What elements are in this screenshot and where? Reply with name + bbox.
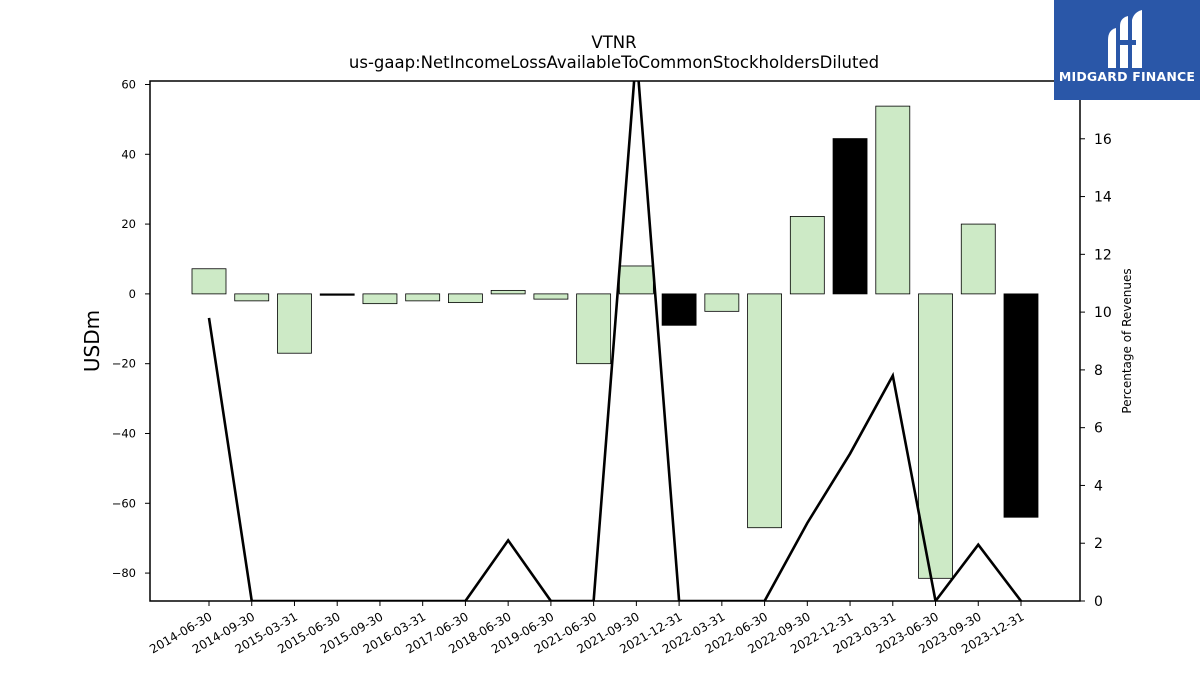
y-axis-right: 0 2 4 6 8 10 12 14 16 <box>1080 132 1112 610</box>
bar <box>918 293 953 579</box>
midgard-finance-logo: MIDGARD FINANCE <box>1054 0 1200 100</box>
y2-tick-label: 2 <box>1094 536 1103 552</box>
bar <box>1003 293 1039 518</box>
y2-tick-label: 4 <box>1094 478 1103 494</box>
bar <box>405 293 441 302</box>
bar <box>618 265 654 295</box>
bar <box>191 268 227 295</box>
x-axis: 2014-06-302014-09-302015-03-312015-06-30… <box>147 601 1027 656</box>
y2-tick-label: 10 <box>1094 305 1112 321</box>
chart-title: VTNR <box>591 33 636 52</box>
bar <box>704 293 740 312</box>
y-tick-label: −60 <box>112 496 136 510</box>
y-tick-label: 0 <box>129 287 136 301</box>
bar <box>789 216 825 295</box>
plot-frame <box>149 80 1081 602</box>
bar <box>747 293 782 529</box>
y2-tick-label: 8 <box>1094 363 1103 379</box>
bar <box>576 293 612 365</box>
bar <box>533 293 569 300</box>
line-series <box>207 81 1023 601</box>
bar <box>661 293 697 326</box>
y-tick-label: −80 <box>112 566 136 580</box>
bar <box>875 105 911 295</box>
y-tick-label: −40 <box>112 426 136 440</box>
bar <box>319 293 355 296</box>
bar <box>234 293 270 302</box>
y-axis-left: 60 40 20 0 −20 −40 −60 −80 <box>112 77 150 580</box>
bar <box>832 138 868 295</box>
series-line <box>207 81 1023 601</box>
bar-series <box>191 105 1039 579</box>
y2-tick-label: 12 <box>1094 247 1112 263</box>
y-tick-label: 60 <box>121 77 136 91</box>
y2-tick-label: 0 <box>1094 594 1103 610</box>
chart-subtitle: us-gaap:NetIncomeLossAvailableToCommonSt… <box>349 53 879 72</box>
y2-tick-label: 16 <box>1094 132 1112 148</box>
y-tick-label: 20 <box>121 217 136 231</box>
bar <box>960 223 996 295</box>
y2-axis-label: Percentage of Revenues <box>1120 268 1134 413</box>
y-axis-label: USDm <box>80 310 104 372</box>
y2-tick-label: 14 <box>1094 190 1112 206</box>
logo-text: MIDGARD FINANCE <box>1058 69 1196 84</box>
bar <box>490 289 526 295</box>
bar <box>448 293 483 304</box>
bar <box>362 293 398 305</box>
bar <box>277 293 312 354</box>
y-tick-label: 40 <box>121 147 136 161</box>
mf-monogram-icon <box>1108 10 1142 68</box>
y2-tick-label: 6 <box>1094 421 1103 437</box>
y-tick-label: −20 <box>112 357 136 371</box>
